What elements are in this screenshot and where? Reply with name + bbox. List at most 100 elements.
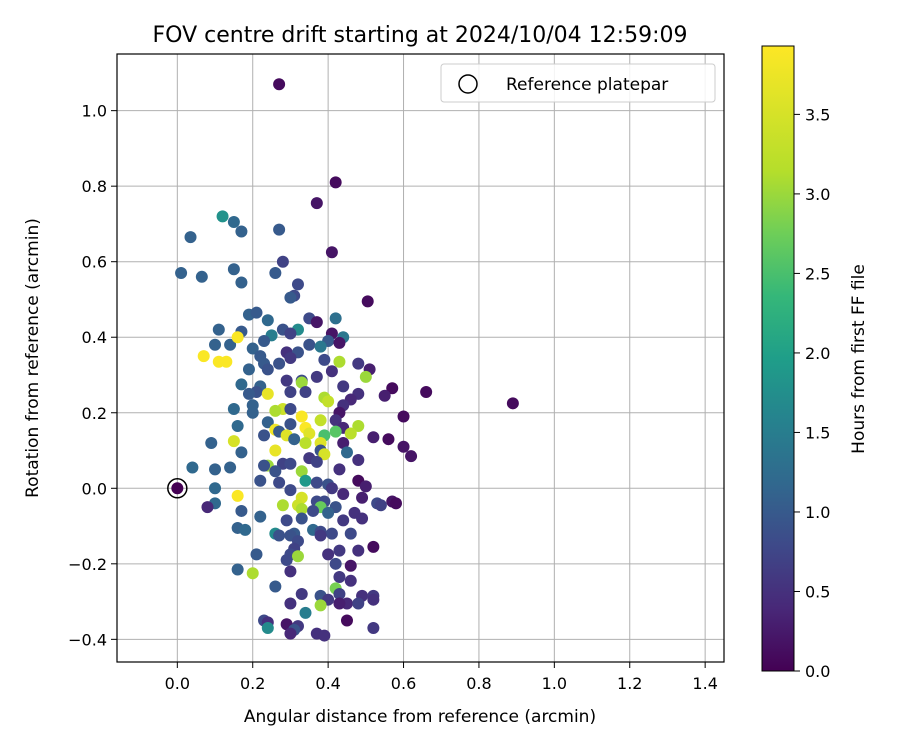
- data-point: [231, 563, 244, 576]
- legend-box: [440, 63, 716, 103]
- data-point: [397, 410, 410, 423]
- data-point: [367, 593, 380, 606]
- data-point: [352, 544, 365, 557]
- data-point: [374, 499, 387, 512]
- reference-ring: [167, 478, 188, 499]
- data-point: [318, 448, 331, 461]
- data-point: [242, 363, 255, 376]
- data-point: [261, 416, 274, 429]
- colorbar-tick-label: 1.0: [805, 503, 830, 522]
- data-point: [231, 419, 244, 432]
- data-point: [299, 606, 312, 619]
- y-tick-label: 0.2: [82, 404, 107, 423]
- data-point: [246, 406, 259, 419]
- data-point: [269, 580, 282, 593]
- y-tick-label: −0.2: [68, 555, 107, 574]
- data-point: [310, 316, 323, 329]
- data-point: [269, 267, 282, 280]
- data-points: [175, 78, 519, 642]
- chart-title: FOV centre drift starting at 2024/10/04 …: [153, 23, 688, 48]
- data-point: [329, 176, 342, 189]
- data-point: [303, 338, 316, 351]
- data-point: [212, 323, 225, 336]
- data-point: [197, 350, 210, 363]
- data-point: [329, 414, 342, 427]
- data-point: [224, 338, 237, 351]
- data-point: [205, 436, 218, 449]
- data-point: [250, 548, 263, 561]
- legend-entry-reference: Reference platepar: [506, 75, 668, 95]
- y-tick-label: 0.4: [82, 328, 107, 347]
- data-point: [405, 450, 418, 463]
- data-point: [337, 436, 350, 449]
- data-point: [261, 622, 274, 635]
- data-point: [235, 446, 248, 459]
- colorbar-tick-label: 2.5: [805, 264, 830, 283]
- y-tick-label: −0.4: [68, 630, 107, 649]
- data-point: [337, 487, 350, 500]
- data-point: [303, 427, 316, 440]
- data-point: [389, 497, 402, 510]
- data-point: [386, 382, 399, 395]
- data-point: [235, 504, 248, 517]
- data-point: [295, 465, 308, 478]
- data-point: [288, 433, 301, 446]
- data-point: [333, 597, 346, 610]
- data-point: [361, 295, 374, 308]
- data-point: [367, 540, 380, 553]
- data-point: [333, 544, 346, 557]
- data-point: [227, 263, 240, 276]
- data-point: [273, 529, 286, 542]
- data-point: [329, 557, 342, 570]
- data-point: [280, 514, 293, 527]
- data-point: [333, 571, 346, 584]
- data-point: [239, 523, 252, 536]
- y-axis-ticks: −0.4 −0.2 0.0 0.2 0.4 0.6 0.8 1.0: [68, 102, 117, 649]
- data-point: [235, 225, 248, 238]
- colorbar-tick-label: 2.0: [805, 344, 830, 363]
- data-point: [325, 482, 338, 495]
- data-point: [325, 527, 338, 540]
- data-point: [307, 504, 320, 517]
- data-point: [175, 267, 188, 280]
- colorbar-tick-label: 1.5: [805, 423, 830, 442]
- data-point: [329, 312, 342, 325]
- data-point: [325, 365, 338, 378]
- data-point: [227, 402, 240, 415]
- y-tick-label: 0.6: [82, 253, 107, 272]
- data-point: [201, 501, 214, 514]
- data-point: [310, 197, 323, 210]
- x-tick-label: 1.4: [692, 674, 717, 693]
- data-point: [261, 387, 274, 400]
- data-point: [284, 484, 297, 497]
- data-point: [333, 588, 346, 601]
- data-point: [291, 550, 304, 563]
- data-point: [195, 270, 208, 283]
- reference-point: [171, 482, 184, 495]
- colorbar-gradient: [761, 45, 795, 672]
- data-point: [333, 336, 346, 349]
- data-point: [220, 355, 233, 368]
- data-point: [359, 370, 372, 383]
- data-point: [356, 491, 369, 504]
- plot-frame: [116, 53, 725, 663]
- data-point: [344, 527, 357, 540]
- data-point: [291, 278, 304, 291]
- data-point: [284, 327, 297, 340]
- x-axis-ticks: 0.0 0.2 0.4 0.6 0.8 1.0 1.2 1.4: [165, 662, 718, 693]
- data-point: [273, 476, 286, 489]
- data-point: [273, 223, 286, 236]
- data-point: [269, 465, 282, 478]
- data-point: [284, 565, 297, 578]
- data-point: [295, 410, 308, 423]
- data-point: [258, 459, 271, 472]
- legend: Reference platepar: [440, 63, 716, 103]
- x-tick-label: 1.0: [542, 674, 567, 693]
- data-point: [284, 627, 297, 640]
- data-point: [356, 512, 369, 525]
- data-point: [254, 474, 267, 487]
- data-point: [250, 306, 263, 319]
- data-point: [254, 510, 267, 523]
- data-point: [352, 419, 365, 432]
